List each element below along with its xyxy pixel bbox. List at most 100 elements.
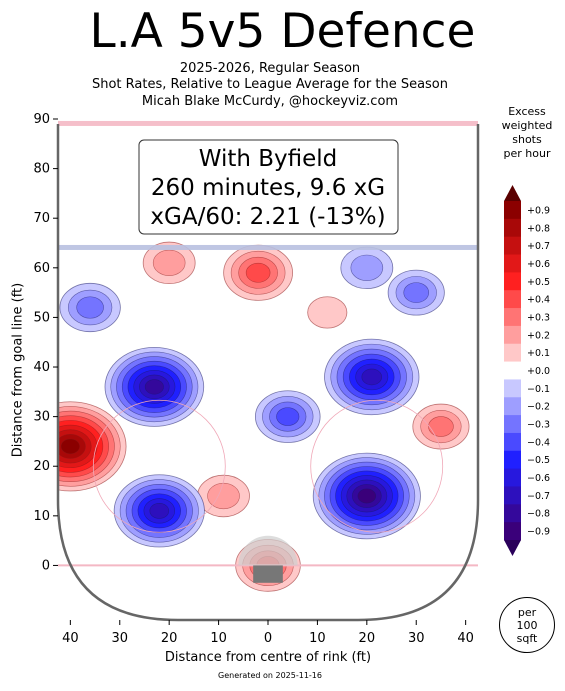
colorbar-label: +0.9 xyxy=(527,205,550,216)
y-tick-label: 60 xyxy=(33,261,50,276)
contour-level xyxy=(276,407,300,426)
axes: 0 10 20 30 40 50 60 70 80 90 40 30 20 10 0 10 20 30 40 xyxy=(33,112,473,646)
colorbar-segment xyxy=(504,290,521,309)
y-axis-label: Distance from goal line (ft) xyxy=(10,282,26,458)
subtitle-description: Shot Rates, Relative to League Average f… xyxy=(91,77,449,92)
y-tick-label: 70 xyxy=(33,211,50,226)
heat-blob xyxy=(142,241,196,285)
colorbar-segment xyxy=(504,254,521,273)
y-tick-label: 90 xyxy=(33,112,50,127)
goal-net xyxy=(253,565,283,583)
contour-level xyxy=(361,368,383,386)
heat-blob xyxy=(58,401,127,492)
colorbar: +0.9 +0.8 +0.7 +0.6 +0.5 +0.4 +0.3 +0.2 +0.1 +0.0… xyxy=(504,185,550,556)
heat-blob xyxy=(312,452,421,540)
contour-level xyxy=(144,379,164,395)
colorbar-segment xyxy=(504,486,521,505)
contour-level xyxy=(403,282,430,303)
x-axis-label: Distance from centre of rink (ft) xyxy=(164,650,372,665)
contour-level xyxy=(76,296,104,319)
colorbar-segment xyxy=(504,468,521,487)
colorbar-segment xyxy=(504,218,521,238)
colorbar-label: −0.5 xyxy=(527,455,550,466)
legend-title-line: weighted xyxy=(501,119,553,132)
heat-blob xyxy=(412,403,470,450)
x-tick-label: 40 xyxy=(62,631,79,646)
annotation-line-1: With Byfield xyxy=(199,146,338,172)
contour-level xyxy=(357,488,377,504)
x-tick-label: 10 xyxy=(210,631,227,646)
annotation-line-2: 260 minutes, 9.6 xG xyxy=(151,175,385,201)
x-tick-label: 20 xyxy=(161,631,178,646)
colorbar-segment xyxy=(504,308,521,327)
colorbar-label: +0.6 xyxy=(527,259,550,270)
heat-blob xyxy=(223,244,294,301)
unit-line: 100 xyxy=(516,618,538,632)
generated-note: Generated on 2025-11-16 xyxy=(218,671,322,680)
goal-crease xyxy=(238,535,298,566)
colorbar-extend-bottom xyxy=(504,540,521,556)
x-tick-label: 20 xyxy=(359,631,376,646)
colorbar-segment xyxy=(504,504,521,523)
colorbar-label: +0.8 xyxy=(527,223,550,234)
colorbar-label: −0.6 xyxy=(527,473,550,484)
y-tick-label: 80 xyxy=(33,162,50,177)
legend-title-line: per hour xyxy=(503,147,551,160)
contour-level xyxy=(149,502,170,519)
contour-level xyxy=(245,262,271,283)
colorbar-label: +0.1 xyxy=(527,348,550,359)
colorbar-label: −0.9 xyxy=(527,527,550,538)
y-tick-label: 0 xyxy=(42,558,50,573)
heat-blob xyxy=(113,474,205,548)
heat-blob xyxy=(254,390,321,443)
colorbar-segment xyxy=(504,522,521,541)
contour-level xyxy=(207,482,240,510)
y-tick-label: 30 xyxy=(33,410,50,425)
y-tick-label: 20 xyxy=(33,459,50,474)
contour-level xyxy=(152,249,186,276)
colorbar-segment xyxy=(504,236,521,256)
colorbar-label: −0.2 xyxy=(527,402,550,413)
faceoff-circle-left xyxy=(92,399,226,533)
colorbar-segment xyxy=(504,379,521,398)
colorbar-label: −0.1 xyxy=(527,384,550,395)
annotation-line-3: xGA/60: 2.21 (-13%) xyxy=(150,204,385,230)
colorbar-label: +0.5 xyxy=(527,277,550,288)
colorbar-label: −0.8 xyxy=(527,509,550,520)
y-tick-label: 40 xyxy=(33,360,50,375)
heat-blob xyxy=(307,296,348,329)
colorbar-label: −0.7 xyxy=(527,491,550,502)
top-line xyxy=(58,120,478,126)
legend-title-line: Excess xyxy=(508,105,546,118)
colorbar-label: −0.3 xyxy=(527,420,550,431)
chart-title: L.A 5v5 Defence xyxy=(89,4,476,59)
x-tick-label: 10 xyxy=(309,631,326,646)
colorbar-label: +0.2 xyxy=(527,330,550,341)
colorbar-segment xyxy=(504,201,521,220)
heat-blob xyxy=(59,282,121,333)
colorbar-segment xyxy=(504,361,521,380)
unit-badge: per 100 sqft xyxy=(499,597,555,653)
heat-blob xyxy=(387,269,445,316)
x-tick-label: 30 xyxy=(111,631,128,646)
blue-line xyxy=(58,244,478,250)
colorbar-label: +0.7 xyxy=(527,241,550,252)
heat-layer xyxy=(58,241,470,592)
contour-level xyxy=(60,438,80,455)
y-tick-label: 10 xyxy=(33,509,50,524)
colorbar-segment xyxy=(504,432,521,452)
subtitle-author: Micah Blake McCurdy, @hockeyviz.com xyxy=(141,94,399,109)
faceoff-circle-right xyxy=(310,399,444,533)
annotation-box: With Byfield 260 minutes, 9.6 xG xGA/60:… xyxy=(138,139,399,235)
contour-level xyxy=(307,296,348,329)
legend-title-line: shots xyxy=(512,133,542,146)
legend-title: Excess weighted shots per hour xyxy=(492,105,562,161)
x-tick-label: 0 xyxy=(264,631,272,646)
subtitle-season: 2025-2026, Regular Season xyxy=(179,61,361,76)
colorbar-label: +0.4 xyxy=(527,295,550,306)
unit-line: per xyxy=(517,605,537,619)
x-tick-label: 30 xyxy=(408,631,425,646)
heat-blob xyxy=(104,346,205,427)
x-tick-label: 40 xyxy=(457,631,474,646)
